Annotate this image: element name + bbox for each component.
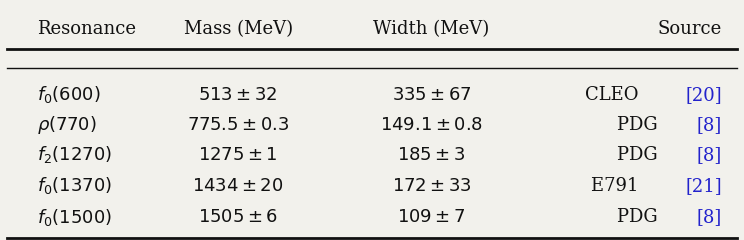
Text: PDG: PDG [618, 208, 664, 226]
Text: [8]: [8] [696, 116, 722, 134]
Text: $\rho(770)$: $\rho(770)$ [37, 114, 97, 136]
Text: $149.1 \pm 0.8$: $149.1 \pm 0.8$ [380, 116, 483, 134]
Text: CLEO: CLEO [585, 86, 644, 104]
Text: $f_0(1370)$: $f_0(1370)$ [37, 175, 112, 197]
Text: [8]: [8] [696, 146, 722, 164]
Text: [20]: [20] [685, 86, 722, 104]
Text: $f_0(600)$: $f_0(600)$ [37, 84, 101, 105]
Text: Width (MeV): Width (MeV) [373, 20, 490, 38]
Text: $335 \pm 67$: $335 \pm 67$ [391, 86, 472, 104]
Text: Resonance: Resonance [37, 20, 136, 38]
Text: $185 \pm 3$: $185 \pm 3$ [397, 146, 466, 164]
Text: Source: Source [658, 20, 722, 38]
Text: $f_0(1500)$: $f_0(1500)$ [37, 207, 112, 228]
Text: [8]: [8] [696, 208, 722, 226]
Text: E791: E791 [591, 177, 644, 195]
Text: $f_2(1270)$: $f_2(1270)$ [37, 144, 112, 165]
Text: $775.5 \pm 0.3$: $775.5 \pm 0.3$ [187, 116, 289, 134]
Text: Mass (MeV): Mass (MeV) [184, 20, 292, 38]
Text: PDG: PDG [618, 146, 664, 164]
Text: $172 \pm 33$: $172 \pm 33$ [391, 177, 472, 195]
Text: $1275 \pm 1$: $1275 \pm 1$ [198, 146, 278, 164]
Text: $1434 \pm 20$: $1434 \pm 20$ [193, 177, 283, 195]
Text: $1505 \pm 6$: $1505 \pm 6$ [198, 208, 278, 226]
Text: $513 \pm 32$: $513 \pm 32$ [198, 86, 278, 104]
Text: $109 \pm 7$: $109 \pm 7$ [397, 208, 466, 226]
Text: [21]: [21] [685, 177, 722, 195]
Text: PDG: PDG [618, 116, 664, 134]
